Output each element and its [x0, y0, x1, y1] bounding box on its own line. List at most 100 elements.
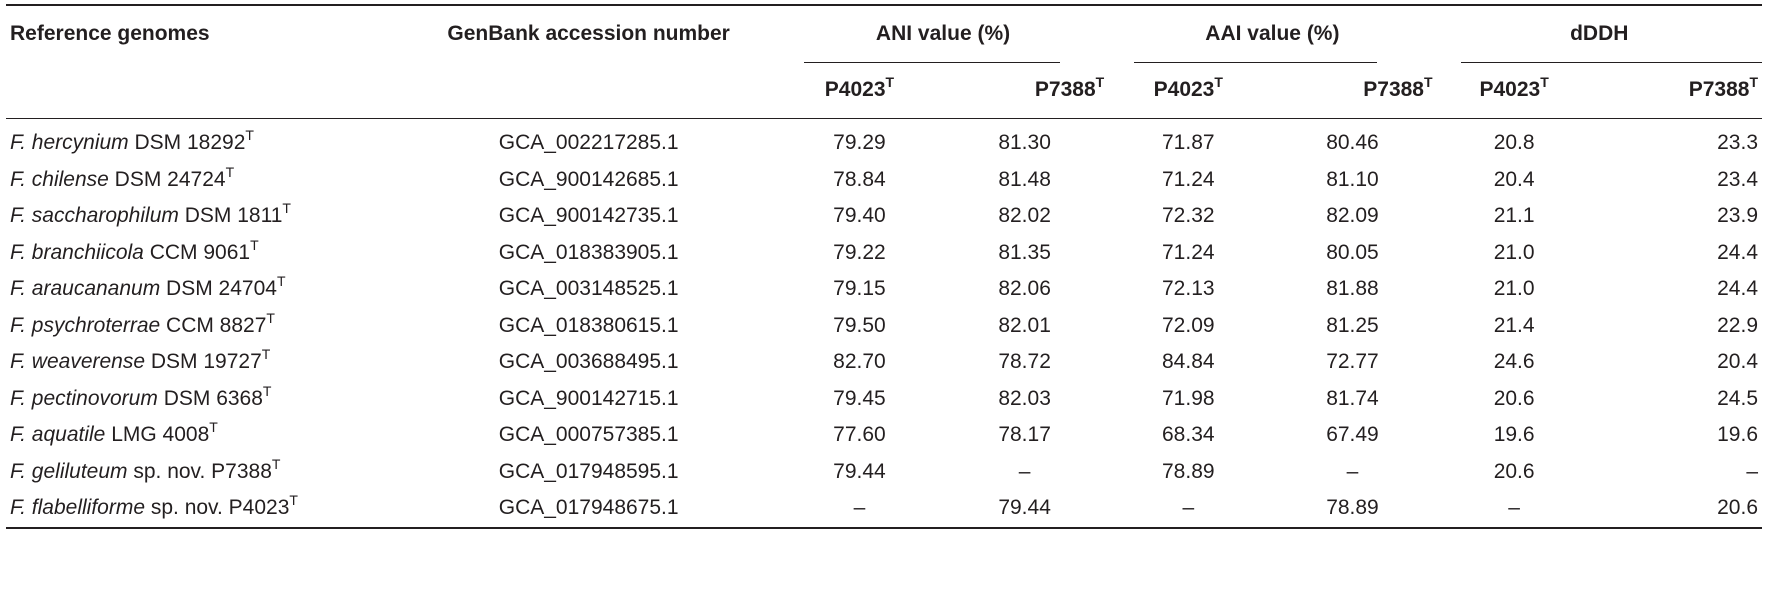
- cell-ani-p4023: 82.70: [833, 350, 886, 374]
- species-name: F. hercynium: [10, 131, 129, 155]
- cell-aai-p7388: –: [1346, 459, 1359, 483]
- cell-dddh-p4023: –: [1508, 496, 1520, 520]
- table-row: F. psychroterrae CCM 8827T GCA_018380615.…: [6, 308, 1762, 345]
- cell-ani-p7388: 79.44: [998, 496, 1051, 520]
- cell-dddh-p4023: 19.6: [1493, 423, 1535, 447]
- cell-ani-p7388: 78.72: [998, 350, 1051, 374]
- cell-accession: GCA_003688495.1: [498, 350, 679, 374]
- cell-reference-genome: F. chilense DSM 24724T: [6, 162, 399, 199]
- cell-accession: GCA_900142715.1: [498, 386, 679, 410]
- cell-aai-p4023: –: [1182, 496, 1195, 520]
- strain-name: DSM 24704: [160, 277, 277, 301]
- cell-dddh-p4023: 21.0: [1493, 240, 1535, 264]
- cell-ani-p4023: –: [853, 496, 866, 520]
- header-row: Reference genomes GenBank accession numb…: [6, 5, 1762, 62]
- header-ani: ANI value (%): [875, 22, 1011, 45]
- table-container: Reference genomes GenBank accession numb…: [0, 4, 1772, 597]
- cell-reference-genome: F. weaverense DSM 19727T: [6, 344, 399, 381]
- cell-dddh-p4023: 20.6: [1493, 386, 1535, 410]
- cell-dddh-p4023: 20.8: [1493, 131, 1535, 155]
- cell-reference-genome: F. flabelliforme sp. nov. P4023T: [6, 490, 399, 528]
- cell-aai-p7388: 72.77: [1326, 350, 1379, 374]
- cell-reference-genome: F. araucananum DSM 24704T: [6, 271, 399, 308]
- species-name: F. weaverense: [10, 350, 146, 374]
- cell-reference-genome: F. branchiicola CCM 9061T: [6, 235, 399, 272]
- cell-dddh-p7388: 19.6: [1717, 423, 1758, 447]
- type-strain-mark: T: [289, 492, 298, 509]
- cell-aai-p4023: 78.89: [1162, 459, 1215, 483]
- cell-accession: GCA_017948675.1: [498, 496, 679, 520]
- cell-dddh-p7388: –: [1746, 459, 1758, 483]
- cell-ani-p7388: 81.30: [998, 131, 1051, 155]
- cell-aai-p4023: 72.09: [1162, 313, 1215, 337]
- subheader-aai-p4023: P4023T: [1108, 62, 1269, 119]
- cell-ani-p7388: 82.02: [998, 204, 1051, 228]
- cell-ani-p4023: 77.60: [833, 423, 886, 447]
- type-strain-mark: T: [225, 163, 235, 180]
- header-dddh: dDDH: [1570, 22, 1629, 45]
- cell-dddh-p4023: 20.6: [1493, 459, 1535, 483]
- cell-aai-p4023: 84.84: [1162, 350, 1215, 374]
- cell-ani-p7388: 81.35: [998, 240, 1051, 264]
- cell-ani-p4023: 79.44: [833, 459, 886, 483]
- table-row: F. chilense DSM 24724T GCA_900142685.1 78.…: [6, 162, 1762, 199]
- cell-ani-p4023: 79.15: [833, 277, 886, 301]
- table-body: F. hercynium DSM 18292T GCA_002217285.1 79…: [6, 119, 1762, 528]
- cell-ani-p4023: 78.84: [833, 167, 886, 191]
- cell-dddh-p7388: 24.4: [1717, 240, 1758, 264]
- cell-aai-p4023: 72.32: [1162, 204, 1215, 228]
- header-accession: GenBank accession number: [447, 22, 730, 45]
- cell-dddh-p7388: 23.4: [1717, 167, 1758, 191]
- cell-accession: GCA_900142685.1: [498, 167, 679, 191]
- cell-aai-p7388: 82.09: [1326, 204, 1379, 228]
- cell-aai-p4023: 71.87: [1162, 131, 1215, 155]
- strain-name: DSM 19727: [145, 350, 262, 374]
- species-name: F. aquatile: [10, 423, 106, 447]
- table-row: F. branchiicola CCM 9061T GCA_018383905.1…: [6, 235, 1762, 272]
- cell-aai-p4023: 68.34: [1162, 423, 1215, 447]
- species-name: F. geliluteum: [10, 459, 128, 483]
- strain-name: DSM 24724: [108, 167, 226, 191]
- cell-aai-p4023: 71.24: [1162, 240, 1215, 264]
- species-name: F. flabelliforme: [10, 496, 146, 520]
- strain-name: CCM 8827: [160, 313, 267, 337]
- cell-reference-genome: F. psychroterrae CCM 8827T: [6, 308, 399, 345]
- strain-name: DSM 1811: [178, 204, 283, 228]
- cell-dddh-p4023: 21.1: [1493, 204, 1535, 228]
- cell-aai-p7388: 81.25: [1326, 313, 1379, 337]
- type-strain-mark: T: [261, 346, 271, 363]
- type-strain-mark: T: [266, 309, 275, 326]
- cell-reference-genome: F. geliluteum sp. nov. P7388T: [6, 454, 399, 491]
- cell-dddh-p7388: 20.6: [1717, 496, 1758, 520]
- cell-ani-p7388: –: [1018, 459, 1031, 483]
- cell-ani-p7388: 82.01: [998, 313, 1051, 337]
- table-row: F. saccharophilum DSM 1811T GCA_900142735…: [6, 198, 1762, 235]
- table-row: F. weaverense DSM 19727T GCA_003688495.1 8…: [6, 344, 1762, 381]
- cell-reference-genome: F. hercynium DSM 18292T: [6, 119, 399, 162]
- cell-dddh-p4023: 20.4: [1493, 167, 1535, 191]
- cell-aai-p4023: 71.24: [1162, 167, 1215, 191]
- subheader-dddh-p7388: P7388T: [1591, 62, 1762, 119]
- type-strain-mark: T: [262, 382, 272, 399]
- subheader-ani-p7388: P7388T: [941, 62, 1108, 119]
- species-name: F. chilense: [10, 167, 109, 191]
- strain-name: DSM 6368: [157, 386, 263, 410]
- cell-ani-p4023: 79.50: [833, 313, 886, 337]
- species-name: F. araucananum: [10, 277, 161, 301]
- species-name: F. branchiicola: [10, 240, 144, 264]
- cell-ani-p4023: 79.40: [833, 204, 886, 228]
- table-row: F. pectinovorum DSM 6368T GCA_900142715.1…: [6, 381, 1762, 418]
- cell-accession: GCA_018380615.1: [498, 313, 679, 337]
- subheader-aai-p7388: P7388T: [1268, 62, 1436, 119]
- cell-dddh-p7388: 23.3: [1717, 131, 1758, 155]
- header-aai: AAI value (%): [1205, 22, 1340, 45]
- cell-accession: GCA_017948595.1: [498, 459, 679, 483]
- type-strain-mark: T: [271, 455, 281, 472]
- table-row: F. hercynium DSM 18292T GCA_002217285.1 79…: [6, 119, 1762, 162]
- table-row: F. araucananum DSM 24704T GCA_003148525.1…: [6, 271, 1762, 308]
- cell-ani-p4023: 79.45: [833, 386, 886, 410]
- strain-name: LMG 4008: [105, 423, 210, 447]
- strain-name: sp. nov. P4023: [145, 496, 290, 520]
- cell-aai-p4023: 72.13: [1162, 277, 1215, 301]
- cell-aai-p7388: 67.49: [1326, 423, 1379, 447]
